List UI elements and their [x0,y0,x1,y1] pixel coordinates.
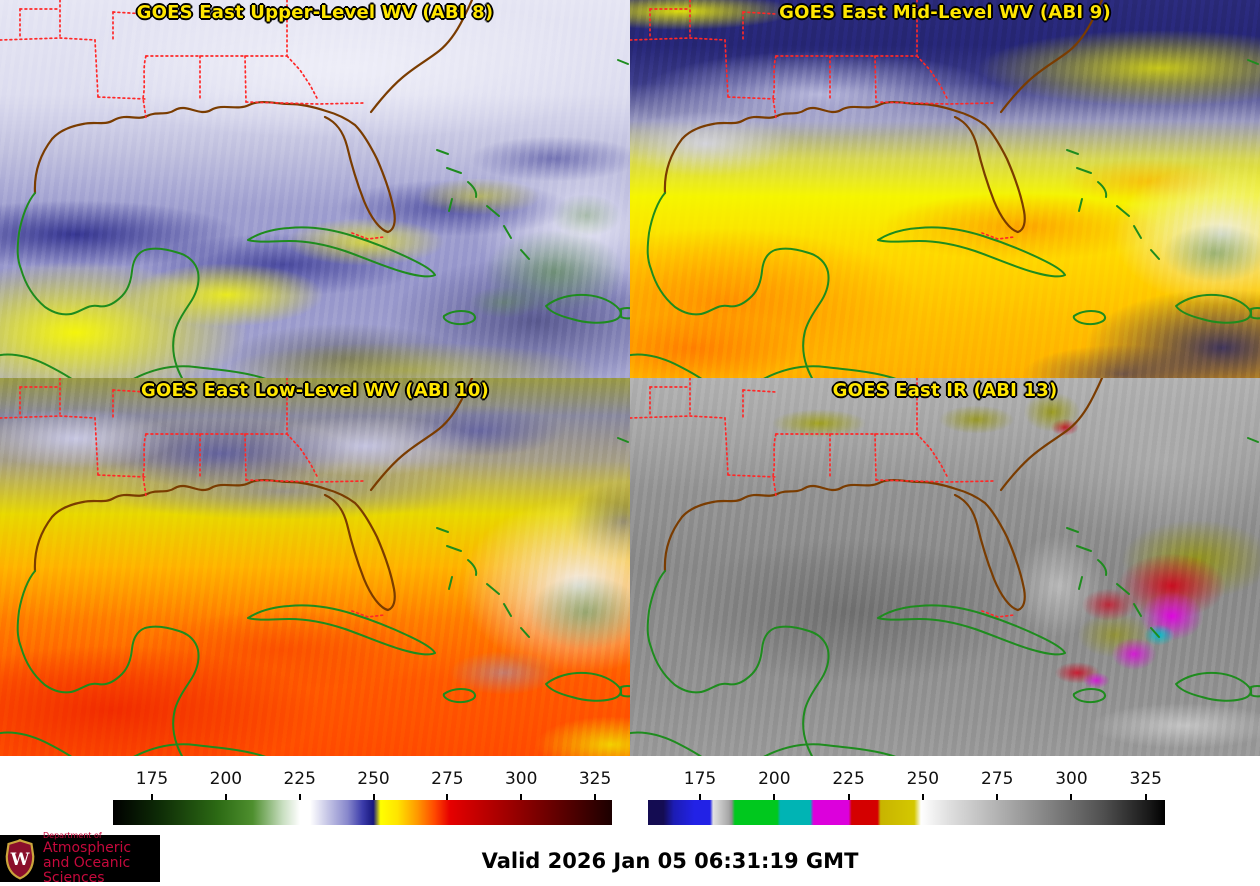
tick-mark [372,794,375,800]
panel-low-level-wv: GOES East Low-Level WV (ABI 10) [0,378,630,756]
wv-colorbar-gradient [113,794,612,825]
tick-mark [224,794,227,800]
tick-label: 225 [283,769,316,789]
valid-time: Valid 2026 Jan 05 06:31:19 GMT [481,849,859,873]
tick-label: 250 [357,769,390,789]
tick-label: 175 [683,769,717,789]
tick-label: 200 [758,769,791,789]
tick-mark [847,794,850,800]
footer: W Department of Atmospheric and Oceanic … [0,830,1260,886]
tick-label: 325 [578,769,612,789]
map-overlay [630,0,1260,378]
panel-ir: GOES East IR (ABI 13) [630,378,1260,756]
tick-label: 300 [1055,769,1088,789]
ir-colorbar-gradient [648,794,1165,825]
tick-label: 200 [209,769,243,789]
tick-mark [446,794,449,800]
uw-aos-logo: W Department of Atmospheric and Oceanic … [0,830,160,886]
tick-mark [151,794,154,800]
tick-mark [520,794,523,800]
tick-mark [298,794,301,800]
panel-title: GOES East Mid-Level WV (ABI 9) [779,2,1111,23]
logo-name-line1: Atmospheric [43,840,132,857]
logo-name-line2: and Oceanic Sciences [43,854,131,886]
panel-title: GOES East IR (ABI 13) [832,380,1058,401]
panel-title: GOES East Low-Level WV (ABI 10) [141,380,489,401]
tick-label: 225 [832,769,865,789]
logo-dept-line: Department of [43,830,102,840]
tick-label: 300 [504,769,538,789]
tick-mark [1144,794,1147,800]
panel-mid-level-wv: GOES East Mid-Level WV (ABI 9) [630,0,1260,378]
map-overlay [0,378,630,756]
colorbar-row: 175 200 225 250 275 300 325 [0,756,1260,832]
panel-upper-level-wv: GOES East Upper-Level WV (ABI 8) [0,0,630,378]
tick-mark [699,794,701,800]
tick-label: 275 [431,769,464,789]
svg-text:W: W [10,849,30,869]
tick-label: 275 [980,769,1014,789]
logo-text: Department of Atmospheric and Oceanic Sc… [43,830,160,886]
wv-colorbar: 175 200 225 250 275 300 325 [0,756,630,832]
panel-grid: GOES East Upper-Level WV (ABI 8) GOES Ea… [0,0,1260,756]
tick-label: 175 [135,769,169,789]
uw-crest-icon: W [5,838,35,880]
tick-mark [773,794,776,800]
panel-title: GOES East Upper-Level WV (ABI 8) [136,2,494,23]
tick-mark [996,794,999,800]
tick-mark [921,794,924,800]
ir-colorbar: 175 200 225 250 275 300 325 [630,756,1260,832]
tick-label: 250 [906,769,940,789]
tick-label: 325 [1129,769,1162,789]
map-overlay [630,378,1260,756]
tick-mark [1070,794,1073,800]
tick-mark [594,794,597,800]
map-overlay [0,0,630,378]
